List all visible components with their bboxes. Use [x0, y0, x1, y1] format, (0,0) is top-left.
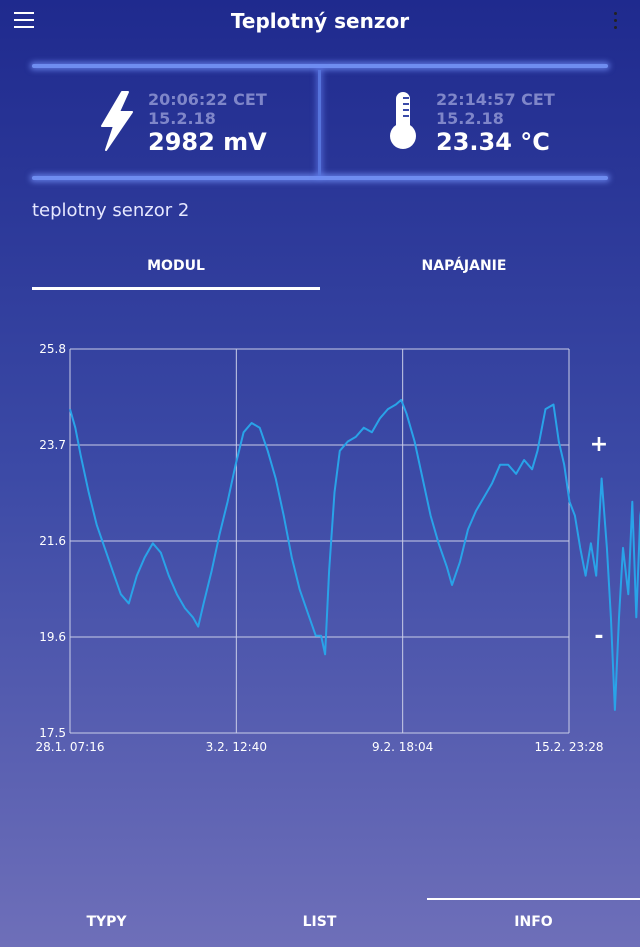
voltage-time: 20:06:22 CET: [148, 90, 267, 109]
temperature-chart[interactable]: 25.8 23.7 21.6 19.6 17.528.1. 07:16 3.2. 12:4…: [0, 330, 640, 770]
voltage-date: 15.2.18: [148, 109, 216, 128]
divider-bottom: [32, 176, 608, 180]
app-title: Teplotný senzor: [230, 9, 410, 33]
series-line: [69, 398, 640, 711]
tab-bar: MODUL NAPÁJANIE: [32, 252, 608, 292]
bottom-nav: TYPY LIST INFO: [0, 898, 640, 947]
temperature-value: 23.34 °C: [436, 128, 550, 156]
y-tick-label: 21.6: [39, 534, 66, 548]
y-tick-label: 19.6: [39, 630, 66, 644]
temperature-time: 22:14:57 CET: [436, 90, 555, 109]
thermometer-icon: [390, 92, 416, 149]
x-tick-label: 3.2. 12:40: [206, 740, 267, 754]
lightning-bolt-icon: [101, 91, 133, 151]
temperature-date: 15.2.18: [436, 109, 504, 128]
temperature-timestamp: 22:14:57 CET 15.2.18: [436, 90, 555, 128]
x-tick-label: 15.2. 23:28: [535, 740, 604, 754]
temperature-card[interactable]: 22:14:57 CET 15.2.18 23.34 °C: [388, 84, 608, 164]
zoom-out-button[interactable]: -: [594, 624, 604, 649]
x-tick-label: 28.1. 07:16: [36, 740, 105, 754]
nav-item-list[interactable]: LIST: [302, 914, 337, 930]
menu-icon[interactable]: [14, 12, 34, 30]
y-tick-label: 23.7: [39, 438, 66, 452]
y-tick-label: 25.8: [39, 342, 66, 356]
tab-modul[interactable]: MODUL: [32, 252, 320, 290]
app-bar: Teplotný senzor: [0, 0, 640, 44]
x-tick-label: 9.2. 18:04: [372, 740, 433, 754]
nav-item-typy[interactable]: TYPY: [86, 914, 127, 930]
voltage-card[interactable]: 20:06:22 CET 15.2.18 2982 mV: [96, 84, 316, 164]
tab-napajanie[interactable]: NAPÁJANIE: [421, 258, 507, 274]
divider-middle: [318, 70, 321, 176]
more-vertical-icon[interactable]: [614, 12, 618, 33]
status-cards: 20:06:22 CET 15.2.18 2982 mV 22:14:57 CE…: [32, 64, 608, 182]
y-tick-label: 17.5: [39, 726, 66, 740]
nav-item-info[interactable]: INFO: [427, 898, 640, 947]
voltage-value: 2982 mV: [148, 128, 267, 156]
device-name: teplotny senzor 2: [32, 200, 190, 221]
voltage-timestamp: 20:06:22 CET 15.2.18: [148, 90, 267, 128]
zoom-in-button[interactable]: +: [589, 432, 609, 457]
divider-top: [32, 64, 608, 68]
